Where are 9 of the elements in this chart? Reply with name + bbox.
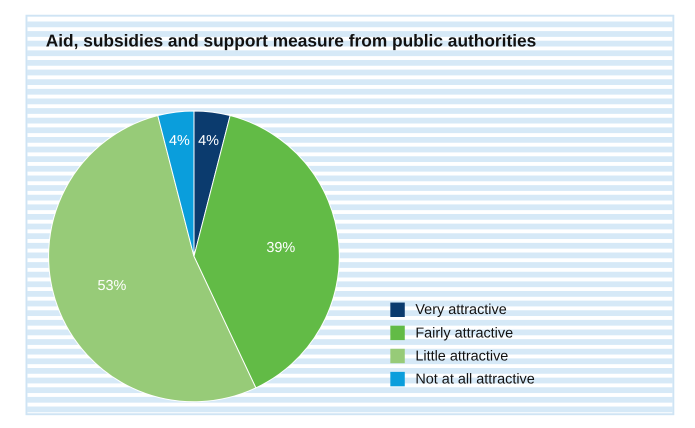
chart-title: Aid, subsidies and support measure from public authorities (46, 30, 536, 51)
data-label: 53% (97, 278, 127, 294)
data-label: 39% (266, 240, 296, 256)
data-label: 4% (198, 132, 220, 149)
legend-label: Not at all attractive (415, 372, 535, 388)
legend-label: Very attractive (415, 302, 507, 318)
legend-label: Fairly attractive (415, 325, 514, 342)
legend-label: Little attractive (415, 348, 508, 364)
data-label: 4% (168, 132, 190, 149)
